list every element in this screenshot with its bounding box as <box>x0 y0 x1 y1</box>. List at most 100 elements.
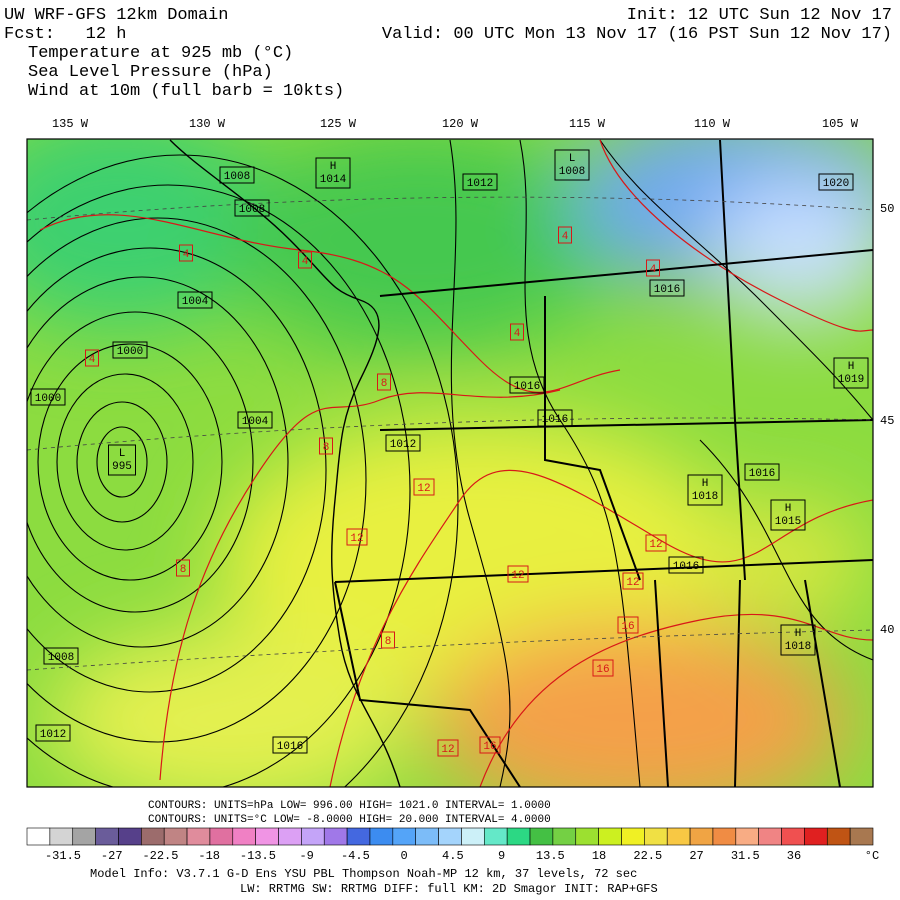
temperature-contours <box>39 139 873 787</box>
map-frame <box>26 138 874 788</box>
colorbar-swatch <box>849 827 874 846</box>
temperature-label: 16 <box>621 621 634 633</box>
colorbar-swatch <box>826 827 851 846</box>
temperature-label: 8 <box>180 564 187 576</box>
colorbar-label: -4.5 <box>341 849 370 863</box>
model-info: Model Info: V3.7.1 G-D Ens YSU PBL Thomp… <box>90 867 637 881</box>
pressure-label-box <box>554 149 590 181</box>
temperature-label: 4 <box>302 256 309 268</box>
coastline <box>169 139 401 787</box>
temperature-label-box <box>85 349 99 367</box>
temperature-label-box <box>622 572 644 590</box>
contour-info: CONTOURS: UNITS=°C LOW= -8.0000 HIGH= 20… <box>148 814 551 826</box>
field-description: Sea Level Pressure (hPa) <box>28 63 273 82</box>
colorbar-swatch <box>758 827 782 846</box>
temperature-label-box <box>437 739 459 757</box>
pressure-label-box <box>272 736 308 754</box>
colorbar-swatch <box>415 827 439 846</box>
pressure-contours <box>27 139 873 787</box>
field-description: Wind at 10m (full barb = 10kts) <box>28 82 344 101</box>
colorbar-label: -22.5 <box>142 849 178 863</box>
colorbar-swatch <box>278 827 302 846</box>
pressure-center: H <box>702 478 709 490</box>
pressure-label-box <box>649 279 685 297</box>
colorbar-label: 4.5 <box>442 849 464 863</box>
temperature-label-box <box>558 226 572 244</box>
init-time: Init: 12 UTC Sun 12 Nov 17 <box>627 6 892 25</box>
temperature-label: 8 <box>381 378 388 390</box>
longitude-label: 105 W <box>822 117 859 131</box>
colorbar-label: 9 <box>498 849 505 863</box>
longitude-label: 120 W <box>442 117 479 131</box>
pressure-label-box <box>668 556 704 574</box>
colorbar-swatch <box>49 827 74 846</box>
colorbar-swatch <box>232 827 256 846</box>
map-area <box>27 139 873 787</box>
colorbar-label: 27 <box>689 849 703 863</box>
pressure-label: 1000 <box>117 346 143 358</box>
temperature-label-box <box>413 478 435 496</box>
colorbar-swatch <box>438 827 462 846</box>
temperature-label-box <box>176 559 190 577</box>
temperature-label: 8 <box>385 636 392 648</box>
temperature-label: 16 <box>483 741 496 753</box>
colorbar-swatch <box>26 827 51 846</box>
colorbar-label: -31.5 <box>45 849 81 863</box>
pressure-label-box <box>537 409 573 427</box>
pressure-label-box <box>818 173 854 191</box>
temperature-label-box <box>377 373 391 391</box>
colorbar-swatch <box>483 827 508 846</box>
temperature-label-box <box>507 565 529 583</box>
temperature-label: 4 <box>183 249 190 261</box>
temperature-label: 4 <box>650 264 657 276</box>
pressure-label: 1008 <box>48 652 74 664</box>
pressure-label: 1014 <box>320 174 347 186</box>
pressure-center: L <box>119 448 126 460</box>
colorbar-swatch <box>301 827 325 846</box>
colorbar-swatch <box>506 827 531 846</box>
contour-info: CONTOURS: UNITS=hPa LOW= 996.00 HIGH= 10… <box>148 800 551 812</box>
pressure-center: H <box>795 628 802 640</box>
pressure-label-box <box>234 199 270 217</box>
pressure-label: 1004 <box>182 296 209 308</box>
pressure-label-box <box>43 647 79 665</box>
pressure-label: 1004 <box>242 416 269 428</box>
pressure-label: 1000 <box>35 393 61 405</box>
temperature-label-box <box>381 631 395 649</box>
pressure-label: 1012 <box>40 729 66 741</box>
colorbar-swatch <box>735 827 759 846</box>
colorbar-swatch <box>666 827 691 846</box>
pressure-center: L <box>569 153 576 165</box>
colorbar-swatch <box>461 827 485 846</box>
field-description: Temperature at 925 mb (°C) <box>28 44 293 63</box>
pressure-label: 1016 <box>749 468 775 480</box>
colorbar-swatch <box>346 827 371 846</box>
colorbar-swatch <box>392 827 417 846</box>
latitude-label: 50 <box>880 202 894 216</box>
temperature-label: 4 <box>514 328 521 340</box>
temperature-label-box <box>346 528 368 546</box>
pressure-label: 1020 <box>823 178 849 190</box>
temperature-label: 8 <box>323 442 330 454</box>
temperature-label-box <box>319 437 333 455</box>
pressure-label-box <box>219 166 255 184</box>
temperature-label-box <box>617 616 639 634</box>
pressure-label-box <box>687 474 723 506</box>
longitude-label: 135 W <box>52 117 89 131</box>
colorbar-swatch <box>186 827 211 846</box>
pressure-label: 1019 <box>838 374 864 386</box>
colorbar-swatch <box>575 827 599 846</box>
temperature-label: 12 <box>417 483 430 495</box>
temperature-label-box <box>646 259 660 277</box>
longitude-label: 115 W <box>569 117 606 131</box>
colorbar-swatch <box>598 827 622 846</box>
colorbar-swatch <box>95 827 119 846</box>
pressure-label-box <box>833 357 869 389</box>
pressure-label-box <box>780 624 816 656</box>
colorbar-swatch <box>552 827 577 846</box>
state-borders <box>334 139 873 787</box>
temperature-label: 12 <box>511 570 524 582</box>
colorbar-swatch <box>712 827 737 846</box>
valid-time: Valid: 00 UTC Mon 13 Nov 17 (16 PST Sun … <box>382 25 892 44</box>
